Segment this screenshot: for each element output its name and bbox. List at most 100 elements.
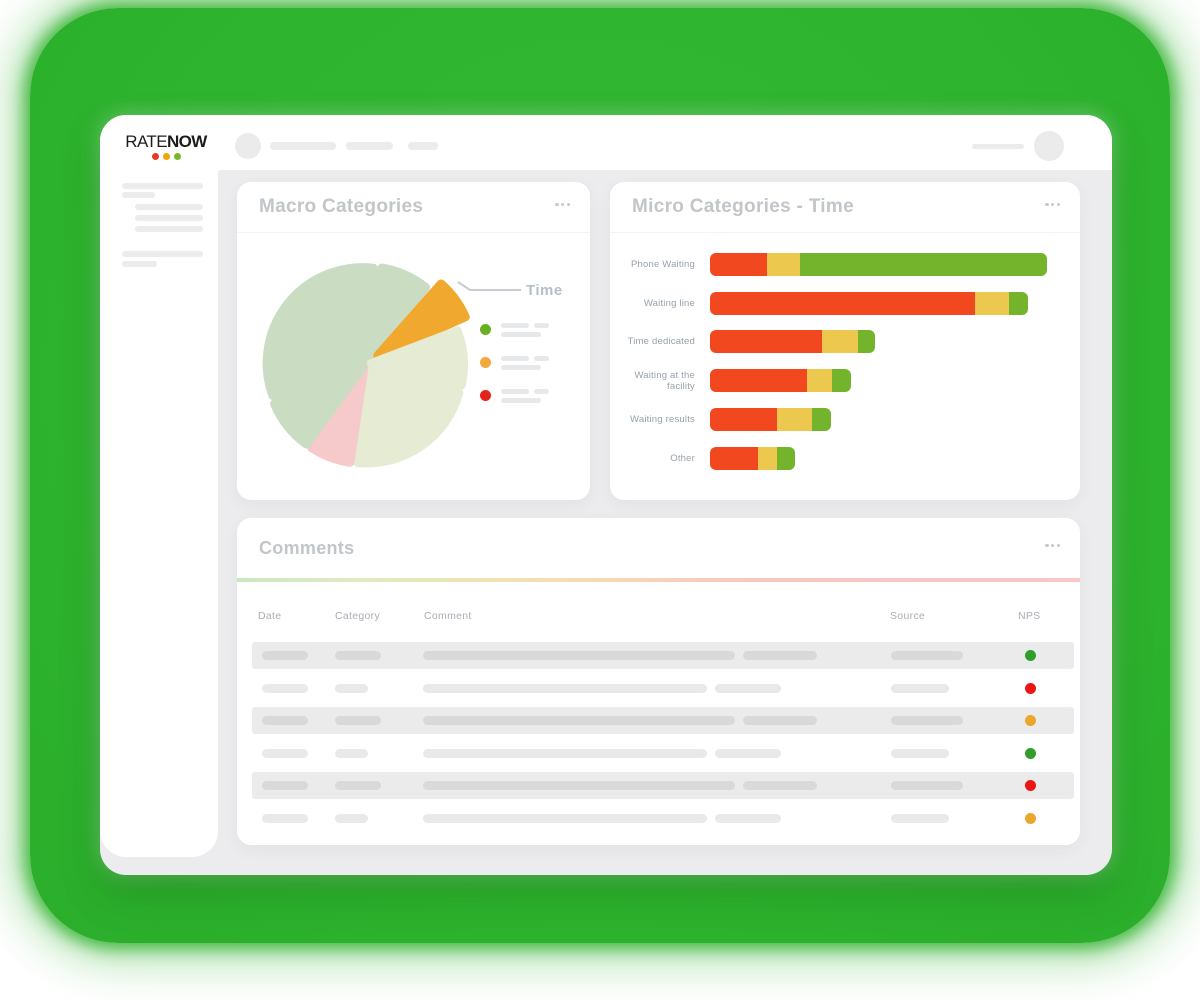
table-row[interactable] [252,805,1074,832]
bar-segment-positive[interactable] [800,253,1047,276]
comment-placeholder [743,716,817,725]
source-placeholder [891,683,949,693]
bar-segment-negative[interactable] [710,408,777,431]
more-options-icon[interactable] [555,203,570,207]
source-placeholder [891,781,963,790]
sidebar-subitem[interactable] [135,215,203,221]
sidebar-navigation [100,170,218,857]
more-options-icon[interactable] [1045,544,1060,548]
bar-segment-neutral[interactable] [975,292,1009,315]
top-navigation-bar: RATENOW [100,115,1112,170]
bar-segment-negative[interactable] [710,369,807,392]
avatar[interactable] [235,133,261,159]
bar-segment-neutral[interactable] [767,253,800,276]
sidebar-item[interactable] [122,261,157,267]
bar-row: Time dedicated [610,330,1080,353]
nps-dot-green [1025,747,1036,759]
source-placeholder [891,716,963,725]
bar-category-label: Waiting line [643,298,695,309]
bar-row: Other [610,447,1080,470]
pie-slice[interactable] [353,362,464,468]
stacked-bar [710,369,851,392]
nav-placeholder[interactable] [270,142,336,150]
comment-placeholder [423,781,735,790]
divider [237,232,590,233]
bar-segment-neutral[interactable] [758,447,777,470]
bar-row: Waiting line [610,292,1080,315]
comment-placeholder [715,683,781,693]
comment-placeholder [423,813,707,823]
source-placeholder [891,748,949,758]
bar-category-label: Waiting results [630,414,695,425]
pie-slice[interactable] [262,263,378,400]
bar-segment-neutral[interactable] [807,369,832,392]
logo-wordmark: RATENOW [125,132,207,151]
category-placeholder [335,748,368,758]
table-row[interactable] [252,772,1074,799]
bar-category-label: Waiting at the facility [634,369,695,392]
category-placeholder [335,781,381,790]
bar-segment-negative[interactable] [710,292,975,315]
legend-item [480,389,549,403]
bar-category-label: Other [670,453,695,464]
pie-slice[interactable] [361,263,431,367]
bar-segment-negative[interactable] [710,330,822,353]
green-backdrop: RATENOW Mac [30,8,1170,943]
nav-placeholder[interactable] [346,142,393,150]
category-placeholder [335,683,368,693]
bar-segment-negative[interactable] [710,447,758,470]
legend-label-placeholder [501,323,549,337]
date-placeholder [262,716,308,725]
nav-placeholder[interactable] [408,142,438,150]
category-placeholder [335,813,368,823]
sidebar-subitem[interactable] [135,204,203,210]
comment-placeholder [423,683,707,693]
column-header-comment: Comment [424,610,472,622]
bar-category-label: Time dedicated [627,336,695,347]
nps-dot-orange [1025,715,1036,726]
legend-item [480,323,549,337]
comment-placeholder [423,748,707,758]
pie-slice-time[interactable] [373,279,470,361]
bar-segment-positive[interactable] [832,369,851,392]
pie-chart: Time [262,263,562,468]
callout-line [457,281,521,291]
bar-segment-neutral[interactable] [777,408,812,431]
bar-category-label: Phone Waiting [630,259,695,270]
nps-dot-red [1025,780,1036,791]
table-row[interactable] [252,642,1074,669]
bar-segment-neutral[interactable] [822,330,858,353]
bar-segment-positive[interactable] [858,330,875,353]
legend-label-placeholder [501,356,549,370]
bar-row: Waiting results [610,408,1080,431]
more-options-icon[interactable] [1045,203,1060,207]
comment-placeholder [715,813,781,823]
comment-placeholder [743,651,817,660]
date-placeholder [262,781,308,790]
divider [610,232,1080,233]
table-row[interactable] [252,707,1074,734]
legend-dot-icon [480,357,491,368]
bar-segment-positive[interactable] [812,408,831,431]
table-row[interactable] [252,740,1074,767]
user-avatar[interactable] [1034,131,1064,161]
nps-dot-orange [1025,812,1036,824]
pie-slice[interactable] [307,363,369,467]
date-placeholder [262,813,308,823]
bar-segment-negative[interactable] [710,253,767,276]
ratenow-logo: RATENOW [120,133,212,160]
nps-dot-red [1025,682,1036,694]
sidebar-item[interactable] [122,251,203,257]
column-header-nps: NPS [1018,610,1041,622]
date-placeholder [262,683,308,693]
legend-dot-icon [480,324,491,335]
table-row[interactable] [252,675,1074,702]
sidebar-item[interactable] [122,192,155,198]
pie-slice[interactable] [270,362,368,449]
bar-segment-positive[interactable] [1009,292,1028,315]
pie-slice[interactable] [363,326,468,390]
sidebar-subitem[interactable] [135,226,203,232]
column-header-date: Date [258,610,282,622]
sidebar-item[interactable] [122,183,203,189]
bar-segment-positive[interactable] [777,447,795,470]
